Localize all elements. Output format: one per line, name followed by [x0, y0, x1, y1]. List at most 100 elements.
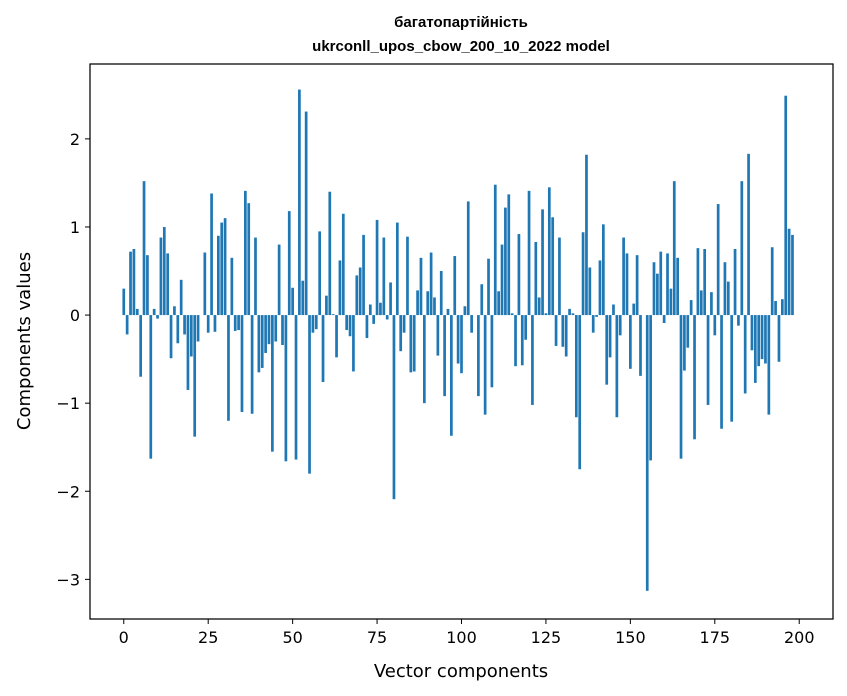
bar [726, 281, 730, 316]
bar [287, 211, 291, 316]
bar [504, 207, 507, 316]
bar [345, 315, 349, 331]
bar [551, 217, 555, 316]
bar [537, 297, 541, 316]
bar [710, 292, 713, 316]
bar [541, 209, 544, 316]
bar [409, 315, 413, 373]
x-tick-label: 200 [784, 628, 815, 647]
bar [699, 290, 703, 316]
bar [331, 314, 335, 316]
y-tick-label: 0 [70, 306, 80, 325]
bar [463, 306, 467, 316]
bar [193, 315, 197, 437]
bar [517, 234, 521, 316]
bar [169, 315, 173, 359]
bar [358, 267, 362, 316]
bar [666, 253, 669, 316]
bar [487, 258, 490, 316]
bar [720, 315, 723, 429]
bar [514, 315, 517, 367]
x-axis: 0 25 50 75 100 125 150 175 200 [119, 619, 815, 647]
bar [683, 315, 686, 371]
y-tick-label: −1 [56, 394, 80, 413]
bar [159, 237, 163, 316]
y-tick-label: 1 [70, 218, 80, 237]
bar [304, 111, 308, 316]
bar [649, 315, 652, 461]
bar [716, 204, 720, 316]
bar [510, 313, 514, 316]
bar [618, 315, 622, 336]
bar [774, 300, 777, 316]
bar [281, 315, 284, 346]
bar [652, 262, 656, 316]
bar [341, 213, 345, 316]
bar [500, 244, 504, 316]
bar [365, 315, 369, 338]
bar [770, 247, 774, 316]
bar [791, 234, 794, 316]
bar [747, 153, 750, 316]
bar [601, 224, 605, 316]
bar [507, 194, 511, 316]
bar [585, 154, 588, 316]
bar [291, 287, 294, 316]
bar [399, 315, 403, 352]
bar [379, 302, 382, 316]
bar [777, 315, 781, 362]
bar [389, 282, 392, 316]
bar [558, 237, 561, 316]
bar [412, 315, 416, 372]
y-axis-label: Components values [14, 252, 35, 430]
bar [480, 284, 484, 316]
bar [723, 262, 727, 316]
bar [257, 315, 261, 373]
bar [622, 237, 625, 316]
bar [534, 241, 538, 316]
bar [311, 315, 315, 333]
bar [213, 315, 217, 332]
bar [230, 257, 234, 316]
bar [612, 304, 615, 316]
bar [233, 315, 237, 331]
bar [780, 299, 784, 316]
bar [244, 190, 247, 316]
bar [520, 315, 524, 366]
bar [352, 315, 355, 372]
bar [321, 315, 325, 383]
bar [203, 252, 207, 316]
bar [696, 248, 700, 316]
bar [460, 315, 463, 374]
bar [135, 308, 139, 316]
x-tick-label: 75 [367, 628, 387, 647]
bar [760, 315, 764, 360]
bar [615, 315, 619, 418]
bar [433, 297, 436, 316]
bar [375, 219, 379, 316]
bar [689, 300, 693, 316]
bar [743, 315, 747, 394]
bar [446, 308, 450, 316]
bar [142, 181, 146, 316]
bar [372, 315, 376, 324]
bar [402, 315, 406, 333]
bar [223, 218, 227, 316]
bar [554, 315, 558, 346]
x-axis-label: Vector components [374, 661, 548, 682]
bar [149, 315, 153, 459]
bar [436, 315, 440, 356]
bar [328, 191, 332, 316]
bar [368, 304, 372, 316]
bar [757, 315, 761, 367]
bar [456, 315, 460, 364]
bar [426, 291, 430, 316]
bar [598, 260, 602, 316]
bar [524, 315, 528, 340]
bar [750, 315, 754, 351]
bar [179, 279, 183, 316]
y-tick-label: 2 [70, 130, 80, 149]
bar [264, 315, 267, 353]
bar [429, 252, 433, 316]
